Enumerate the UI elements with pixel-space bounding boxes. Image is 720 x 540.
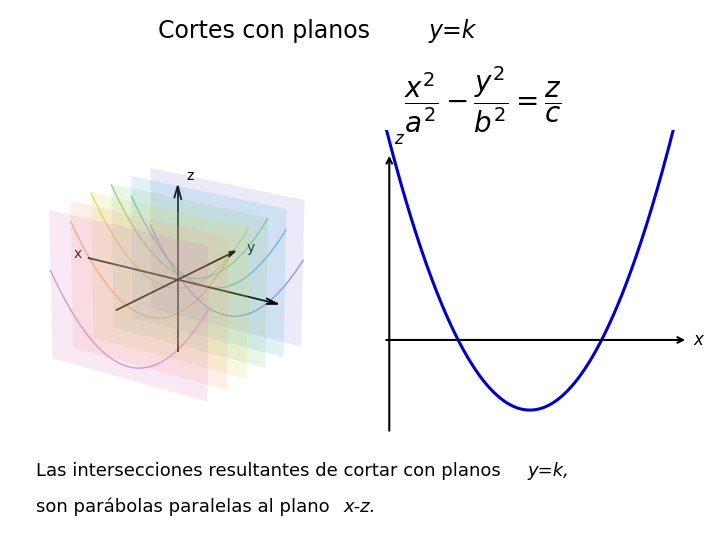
Text: Cortes con planos: Cortes con planos [158, 19, 378, 43]
Text: Las intersecciones resultantes de cortar con planos: Las intersecciones resultantes de cortar… [36, 462, 506, 480]
Text: y=k: y=k [428, 19, 476, 43]
Text: x-z.: x-z. [343, 498, 376, 516]
Text: x: x [694, 331, 703, 349]
Text: $\dfrac{x^2}{a^2} - \dfrac{y^2}{b^2} = \dfrac{z}{c}$: $\dfrac{x^2}{a^2} - \dfrac{y^2}{b^2} = \… [404, 65, 561, 136]
Text: son parábolas paralelas al plano: son parábolas paralelas al plano [36, 498, 336, 516]
Text: y=k,: y=k, [528, 462, 570, 480]
Text: z: z [394, 130, 402, 148]
